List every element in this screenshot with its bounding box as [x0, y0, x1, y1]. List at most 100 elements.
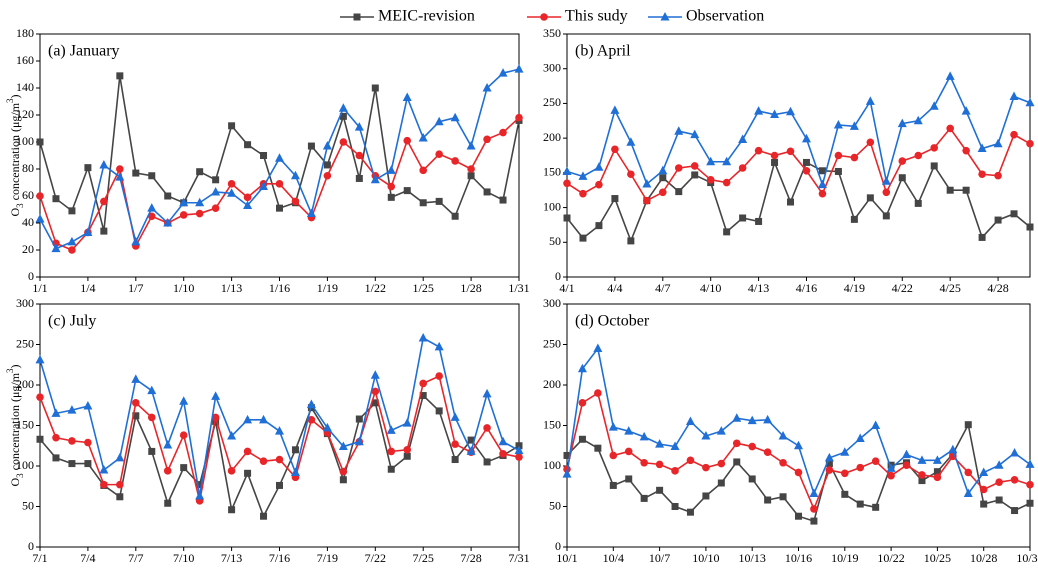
marker-triangle: [658, 165, 668, 175]
marker-triangle: [608, 422, 618, 431]
marker-triangle: [115, 172, 125, 181]
marker-triangle: [1025, 459, 1035, 468]
marker-circle: [686, 456, 695, 465]
marker-circle: [179, 211, 188, 219]
marker-square: [84, 460, 92, 468]
marker-circle: [754, 146, 763, 155]
marker-square: [260, 152, 268, 159]
marker-circle: [850, 153, 859, 162]
marker-circle: [841, 469, 849, 478]
marker-circle: [339, 138, 348, 146]
marker-triangle: [747, 415, 757, 425]
marker-circle: [579, 189, 587, 198]
marker-triangle: [290, 170, 300, 180]
marker-triangle: [794, 440, 803, 450]
marker-triangle: [275, 426, 284, 435]
marker-circle: [291, 197, 300, 206]
marker-circle: [995, 478, 1003, 487]
marker-triangle: [51, 408, 61, 417]
marker-circle: [243, 447, 252, 456]
marker-square: [595, 222, 603, 230]
marker-circle: [898, 157, 907, 165]
marker-triangle: [1025, 97, 1035, 107]
y-tick-label: 180: [16, 26, 34, 40]
marker-square: [834, 167, 842, 175]
x-tick-label: 10/4: [603, 551, 624, 565]
series-line: [39, 336, 520, 497]
marker-triangle: [674, 126, 684, 135]
y-tick-label: 100: [16, 134, 34, 148]
marker-circle: [810, 505, 818, 513]
marker-square: [339, 476, 347, 484]
y-tick-label: 150: [543, 165, 561, 179]
x-tick-label: 7/13: [221, 551, 242, 565]
marker-square: [1011, 507, 1019, 515]
marker-square: [818, 167, 826, 175]
y-tick-label: 250: [16, 336, 34, 350]
marker-triangle: [275, 153, 284, 162]
marker-circle: [227, 180, 236, 188]
marker-square: [164, 499, 172, 507]
marker-circle: [259, 457, 268, 465]
marker-triangle: [945, 71, 955, 80]
marker-triangle: [290, 467, 300, 476]
marker-square: [739, 214, 747, 222]
marker-triangle: [948, 444, 958, 454]
x-tick-label: 1/22: [365, 281, 386, 295]
marker-triangle: [370, 370, 380, 379]
x-tick-label: 7/10: [173, 551, 194, 565]
x-tick-label: 7/7: [128, 551, 143, 565]
marker-circle: [84, 438, 92, 447]
marker-triangle: [434, 116, 444, 126]
x-tick-label: 4/16: [796, 281, 817, 295]
marker-triangle: [243, 200, 253, 209]
marker-circle: [483, 135, 491, 144]
marker-circle: [387, 182, 396, 191]
x-tick-label: 4/4: [607, 281, 622, 295]
marker-circle: [52, 433, 60, 442]
y-tick-label: 100: [543, 458, 561, 472]
marker-square: [563, 451, 571, 459]
marker-circle: [68, 437, 76, 445]
marker-triangle: [865, 96, 875, 105]
marker-triangle: [701, 431, 711, 440]
marker-triangle: [514, 64, 524, 73]
y-axis-label-part: O: [8, 478, 22, 487]
marker-square: [723, 228, 731, 236]
marker-square: [640, 494, 648, 502]
marker-triangle: [514, 445, 524, 455]
marker-circle: [946, 124, 954, 133]
marker-square: [609, 481, 617, 489]
marker-triangle: [450, 112, 460, 122]
marker-square: [371, 399, 379, 407]
marker-square: [228, 122, 236, 130]
marker-square: [563, 214, 571, 222]
marker-square: [387, 193, 395, 201]
marker-circle: [451, 157, 459, 165]
marker-square: [499, 196, 507, 204]
marker-square: [771, 158, 779, 166]
marker-triangle: [801, 133, 811, 143]
y-tick-label: 80: [22, 161, 34, 175]
marker-circle: [706, 176, 715, 184]
x-tick-label: 10/7: [649, 551, 670, 565]
marker-square: [148, 447, 156, 455]
marker-triangle: [932, 455, 942, 464]
marker-triangle: [562, 469, 572, 478]
marker-square: [212, 176, 220, 184]
marker-circle: [132, 399, 140, 407]
x-tick-label: 10/1: [556, 551, 577, 565]
y-tick-label: 140: [16, 80, 34, 94]
marker-circle: [594, 389, 602, 397]
y-tick-label: 60: [22, 188, 34, 202]
marker-circle: [275, 180, 284, 188]
y-axis-label-part: O: [8, 208, 22, 217]
marker-circle: [307, 416, 316, 424]
x-tick-label: 1/31: [508, 281, 529, 295]
marker-square: [755, 217, 763, 225]
marker-triangle: [498, 68, 508, 77]
x-tick-label: 1/16: [269, 281, 290, 295]
marker-circle: [918, 471, 926, 479]
marker-triangle: [626, 137, 636, 146]
